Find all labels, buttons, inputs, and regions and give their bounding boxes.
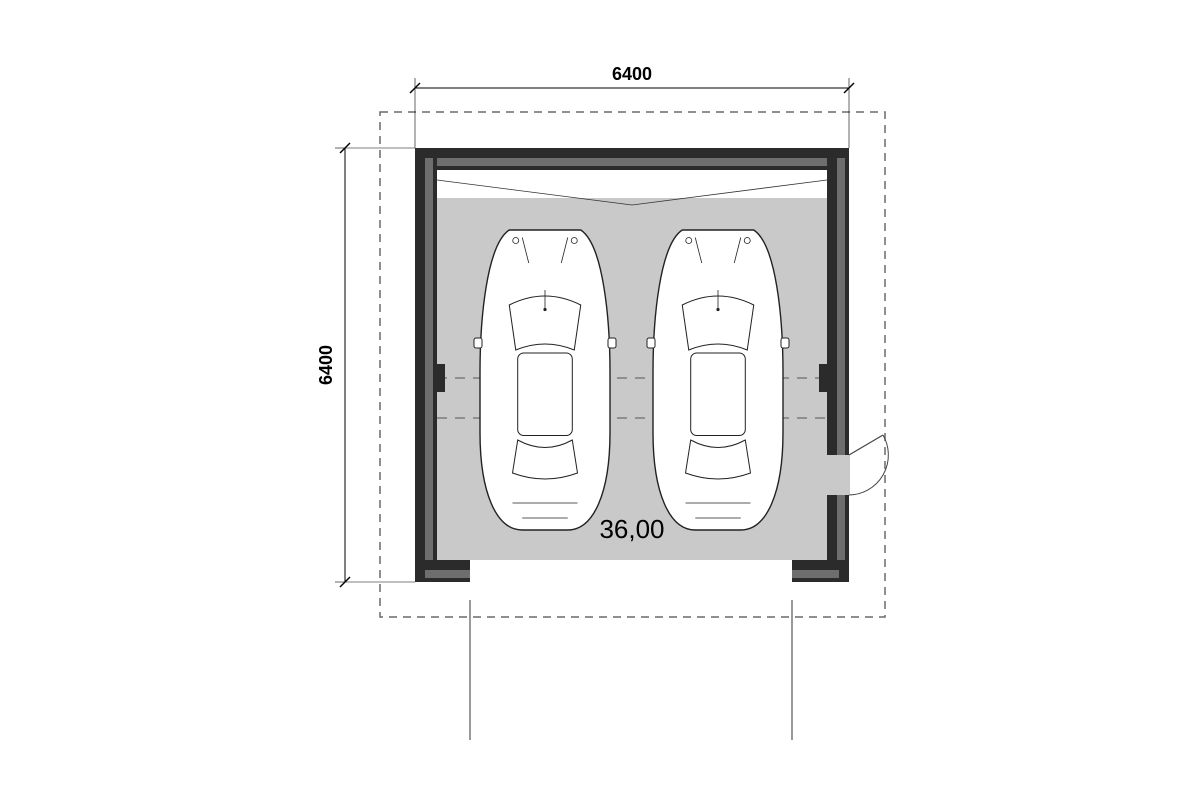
- dimension-label-top: 6400: [612, 64, 652, 84]
- car-icon: [474, 230, 616, 530]
- area-label: 36,00: [599, 514, 664, 544]
- dimension-label-left: 6400: [316, 345, 336, 385]
- ceiling-band: [437, 170, 827, 198]
- car-icon: [647, 230, 789, 530]
